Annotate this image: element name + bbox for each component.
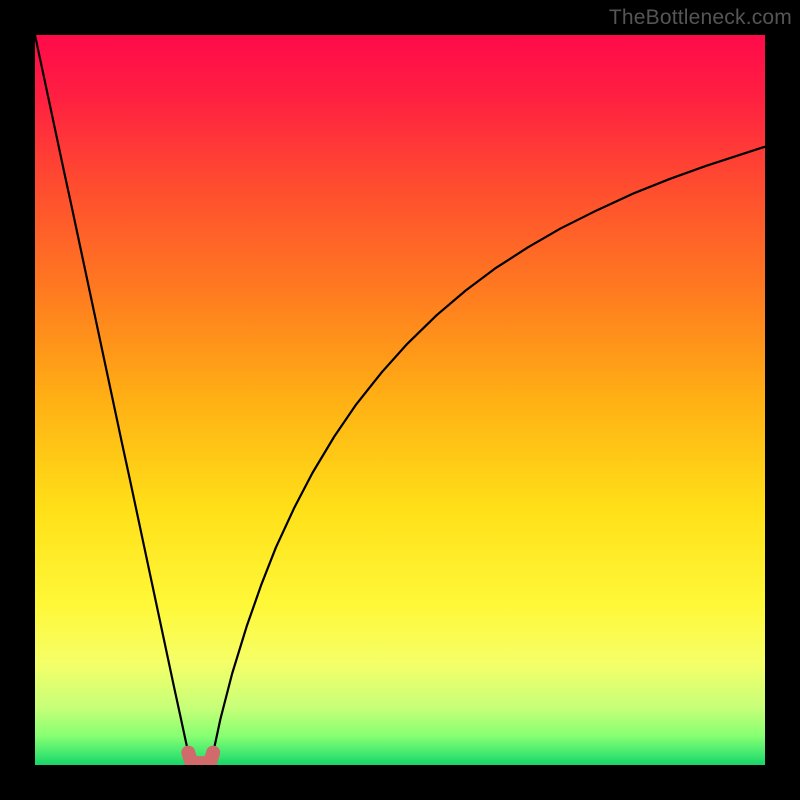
gradient-background <box>35 35 765 765</box>
chart-svg <box>35 35 765 765</box>
chart-frame <box>35 35 765 765</box>
chart-plot-area <box>35 35 765 765</box>
watermark-text: TheBottleneck.com <box>609 6 792 30</box>
